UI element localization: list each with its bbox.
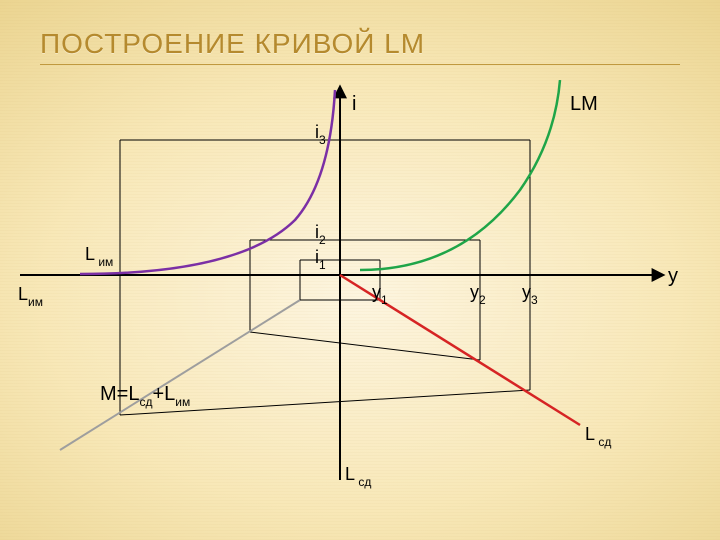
lsd-axis-label: L сд	[345, 464, 371, 489]
lsd-line-label: L сд	[585, 424, 611, 449]
slide-title: ПОСТРОЕНИЕ КРИВОЙ LM	[40, 28, 680, 65]
m-equation: M=Lсд+Lим	[100, 383, 190, 409]
lim-curve-label: L им	[85, 244, 113, 269]
y1-label: y1	[372, 282, 388, 307]
i1-label: i1	[315, 247, 326, 272]
y-axis-label: y	[668, 265, 678, 287]
lim-curve	[80, 90, 335, 274]
lm-label: LM	[570, 93, 598, 115]
i3-label: i3	[315, 122, 326, 147]
i-axis-label: i	[352, 93, 356, 115]
lim-axis-label: Lим	[18, 284, 43, 309]
lm-construction-diagram: i y i3 i2 i1 y1 y2 y3 LM L им Lим L сд L…	[0, 80, 720, 540]
y2-label: y2	[470, 282, 486, 307]
i2-label: i2	[315, 222, 326, 247]
m-line	[60, 300, 300, 450]
